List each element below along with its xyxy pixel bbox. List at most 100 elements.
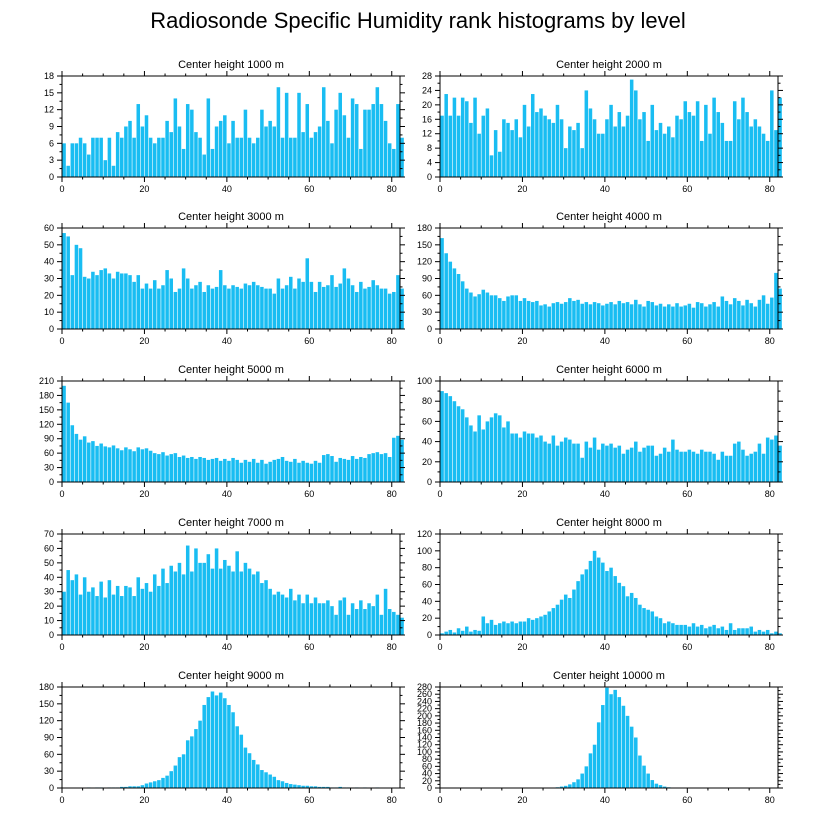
histogram-bar [605, 119, 609, 177]
histogram-bar [770, 90, 774, 177]
histogram-bar [289, 461, 293, 482]
histogram-bar [313, 786, 318, 788]
histogram-bar [305, 785, 310, 788]
histogram-bar [580, 773, 584, 788]
histogram-bar [354, 609, 359, 635]
histogram-bar [522, 298, 527, 329]
x-tick-label: 80 [765, 642, 775, 652]
x-tick-label: 40 [222, 184, 232, 194]
histogram-bar [363, 457, 367, 482]
histogram-bar [650, 780, 655, 788]
histogram-bar [272, 776, 277, 788]
histogram-bar [400, 617, 404, 635]
histogram-bar [338, 283, 342, 329]
histogram-bar [95, 275, 99, 329]
histogram-bar [202, 704, 206, 788]
histogram-bar [144, 283, 149, 329]
histogram-bar [506, 421, 510, 482]
histogram-bar [584, 441, 589, 482]
histogram-bar [177, 562, 182, 635]
y-tick-label: 9 [49, 122, 54, 132]
histogram-bar [367, 603, 371, 635]
histogram-bar [276, 780, 281, 788]
histogram-bar [778, 633, 782, 635]
histogram-bar [350, 98, 355, 177]
histogram-bar [359, 600, 363, 635]
y-tick-label: 60 [422, 761, 432, 771]
histogram-bar [687, 303, 692, 329]
histogram-bar [334, 614, 338, 635]
histogram-bar [181, 754, 186, 788]
histogram-bar [350, 603, 355, 635]
histogram-bar [634, 299, 638, 329]
histogram-bar [514, 623, 519, 635]
histogram-bar [330, 275, 334, 329]
histogram-bar [510, 295, 514, 329]
histogram-bar [272, 459, 277, 482]
histogram-bar [580, 457, 584, 482]
histogram-bar [181, 455, 186, 482]
histogram-bar [392, 437, 396, 482]
histogram-bar [671, 623, 675, 635]
histogram-bar [559, 119, 564, 177]
y-tick-label: 210 [39, 376, 54, 386]
histogram-bar [732, 443, 737, 482]
histogram-bar [379, 288, 384, 329]
histogram-bar [563, 302, 568, 329]
histogram-bar [460, 281, 465, 329]
histogram-bar [301, 460, 305, 482]
histogram-bar [588, 447, 593, 482]
histogram-bar [691, 451, 696, 482]
y-tick-label: 240 [417, 696, 432, 706]
x-tick-label: 20 [139, 489, 149, 499]
histogram-bar [654, 130, 659, 177]
histogram-bar [301, 785, 305, 788]
histogram-bar [165, 583, 169, 635]
histogram-bar [658, 785, 663, 788]
y-tick-label: 60 [44, 223, 54, 233]
histogram-bar [745, 112, 749, 177]
histogram-bar [309, 137, 314, 177]
x-tick-label: 0 [437, 795, 442, 805]
x-tick-label: 0 [59, 489, 64, 499]
histogram-bar [334, 461, 338, 482]
histogram-bar [247, 568, 252, 635]
histogram-bar [111, 594, 116, 635]
histogram-bar [268, 461, 272, 482]
histogram-bar [293, 600, 297, 635]
histogram-bar [699, 303, 704, 329]
x-tick-label: 20 [139, 642, 149, 652]
histogram-bar [547, 611, 551, 635]
histogram-bar [280, 288, 285, 329]
histogram-bar [235, 286, 239, 329]
histogram-bar [572, 300, 576, 329]
histogram-bar [629, 304, 634, 329]
histogram-bar [371, 453, 375, 482]
histogram-bar [387, 143, 392, 177]
histogram-bar [617, 697, 622, 788]
histogram-bar [284, 285, 289, 329]
histogram-bar [448, 396, 453, 482]
x-tick-label: 60 [304, 795, 314, 805]
y-tick-label: 6 [49, 138, 54, 148]
x-tick-label: 0 [59, 336, 64, 346]
histogram-bar [223, 698, 227, 788]
histogram-bar [642, 306, 646, 329]
histogram-bar [346, 614, 351, 635]
histogram-bar [284, 597, 289, 635]
histogram-bar [194, 729, 198, 788]
histogram-bar [646, 300, 650, 329]
histogram-bar [609, 443, 613, 482]
y-tick-label: 30 [422, 307, 432, 317]
histogram-bar [243, 747, 248, 788]
histogram-bar [683, 101, 688, 177]
histogram-bar [539, 616, 543, 635]
histogram-bar [148, 288, 153, 329]
histogram-bar [136, 275, 141, 329]
histogram-bar [671, 306, 675, 329]
histogram-bar [452, 632, 457, 635]
histogram-bar [227, 704, 231, 788]
histogram-bar [530, 433, 535, 482]
y-tick-label: 0 [427, 783, 432, 793]
histogram-bar [91, 271, 95, 329]
